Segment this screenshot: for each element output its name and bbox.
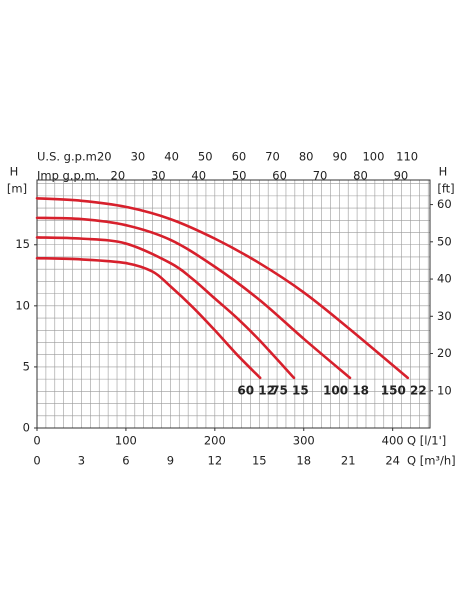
y-unit: [m] <box>7 182 27 196</box>
x4-tick-label: 3 <box>78 454 85 468</box>
x3-tick-label: 80 <box>353 169 368 183</box>
x-tick-label: 300 <box>293 434 315 448</box>
x-tick-label: 100 <box>115 434 137 448</box>
curve-label: 60 12 <box>237 384 275 398</box>
x2-label: U.S. g.p.m. <box>37 150 100 164</box>
x4-tick-label: 21 <box>341 454 356 468</box>
y2-label: H <box>439 165 448 179</box>
y2-tick-label: 40 <box>437 272 452 286</box>
x3-tick-label: 40 <box>191 169 206 183</box>
pump-curve <box>35 256 262 380</box>
x3-tick-label: 70 <box>313 169 328 183</box>
x3-tick-label: 20 <box>111 169 126 183</box>
x2-tick-label: 110 <box>396 150 418 164</box>
curve-label: 150 22 <box>381 384 427 398</box>
x4-tick-label: 24 <box>385 454 400 468</box>
y2-tick-label: 20 <box>437 346 452 360</box>
x2-tick-label: 30 <box>131 150 146 164</box>
x2-tick-label: 80 <box>299 150 314 164</box>
pump-curve <box>35 216 352 380</box>
x4-tick-label: 0 <box>33 454 40 468</box>
y-label: H <box>10 165 19 179</box>
pump-curve <box>35 236 296 380</box>
x-tick-label: 200 <box>204 434 226 448</box>
y-tick-label: 0 <box>23 421 30 435</box>
y2-tick-label: 10 <box>437 383 452 397</box>
x2-tick-label: 70 <box>265 150 280 164</box>
x3-tick-label: 90 <box>394 169 409 183</box>
x3-tick-label: 60 <box>272 169 287 183</box>
y-tick-label: 10 <box>15 298 30 312</box>
y2-tick-label: 50 <box>437 234 452 248</box>
x-label: Q [l/1'] <box>407 434 446 448</box>
pump-curve <box>35 197 410 380</box>
plot-frame <box>36 179 431 429</box>
y-tick-label: 15 <box>15 237 30 251</box>
curve-label: 75 15 <box>271 384 309 398</box>
x2-tick-label: 60 <box>232 150 247 164</box>
y2-tick-label: 60 <box>437 197 452 211</box>
x4-tick-label: 15 <box>252 454 267 468</box>
x4-tick-label: 12 <box>208 454 223 468</box>
x2-tick-label: 90 <box>333 150 348 164</box>
y2-tick-label: 30 <box>437 309 452 323</box>
x4-tick-label: 18 <box>296 454 311 468</box>
x3-label: Imp g.p.m. <box>37 169 99 183</box>
y2-unit: [ft] <box>437 182 454 196</box>
x4-tick-label: 9 <box>167 454 174 468</box>
x-tick-label: 0 <box>33 434 40 448</box>
x2-tick-label: 40 <box>164 150 179 164</box>
x3-tick-label: 30 <box>151 169 166 183</box>
x2-tick-label: 100 <box>362 150 384 164</box>
x4-label: Q [m³/h] <box>407 454 456 468</box>
x2-tick-label: 50 <box>198 150 213 164</box>
x4-tick-label: 6 <box>122 454 129 468</box>
x-tick-label: 400 <box>382 434 404 448</box>
y-tick-label: 5 <box>23 359 30 373</box>
x3-tick-label: 50 <box>232 169 247 183</box>
x2-tick-label: 20 <box>97 150 112 164</box>
curve-label: 100 18 <box>323 384 369 398</box>
